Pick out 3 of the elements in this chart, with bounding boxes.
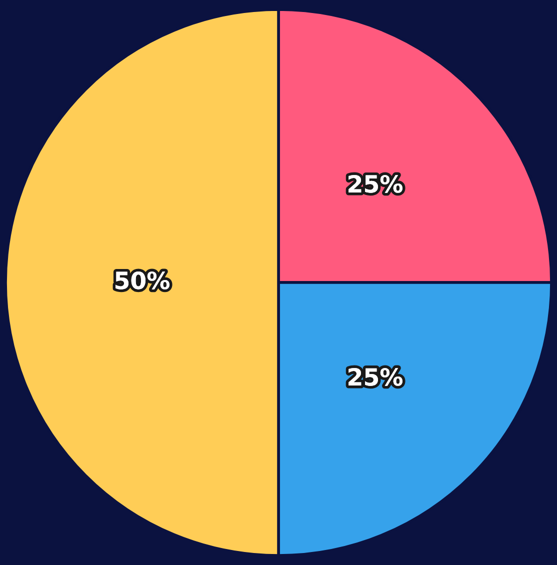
- data-label: 50%: [116, 271, 170, 290]
- data-label: 25%: [348, 368, 403, 386]
- data-label: 25%: [348, 174, 403, 193]
